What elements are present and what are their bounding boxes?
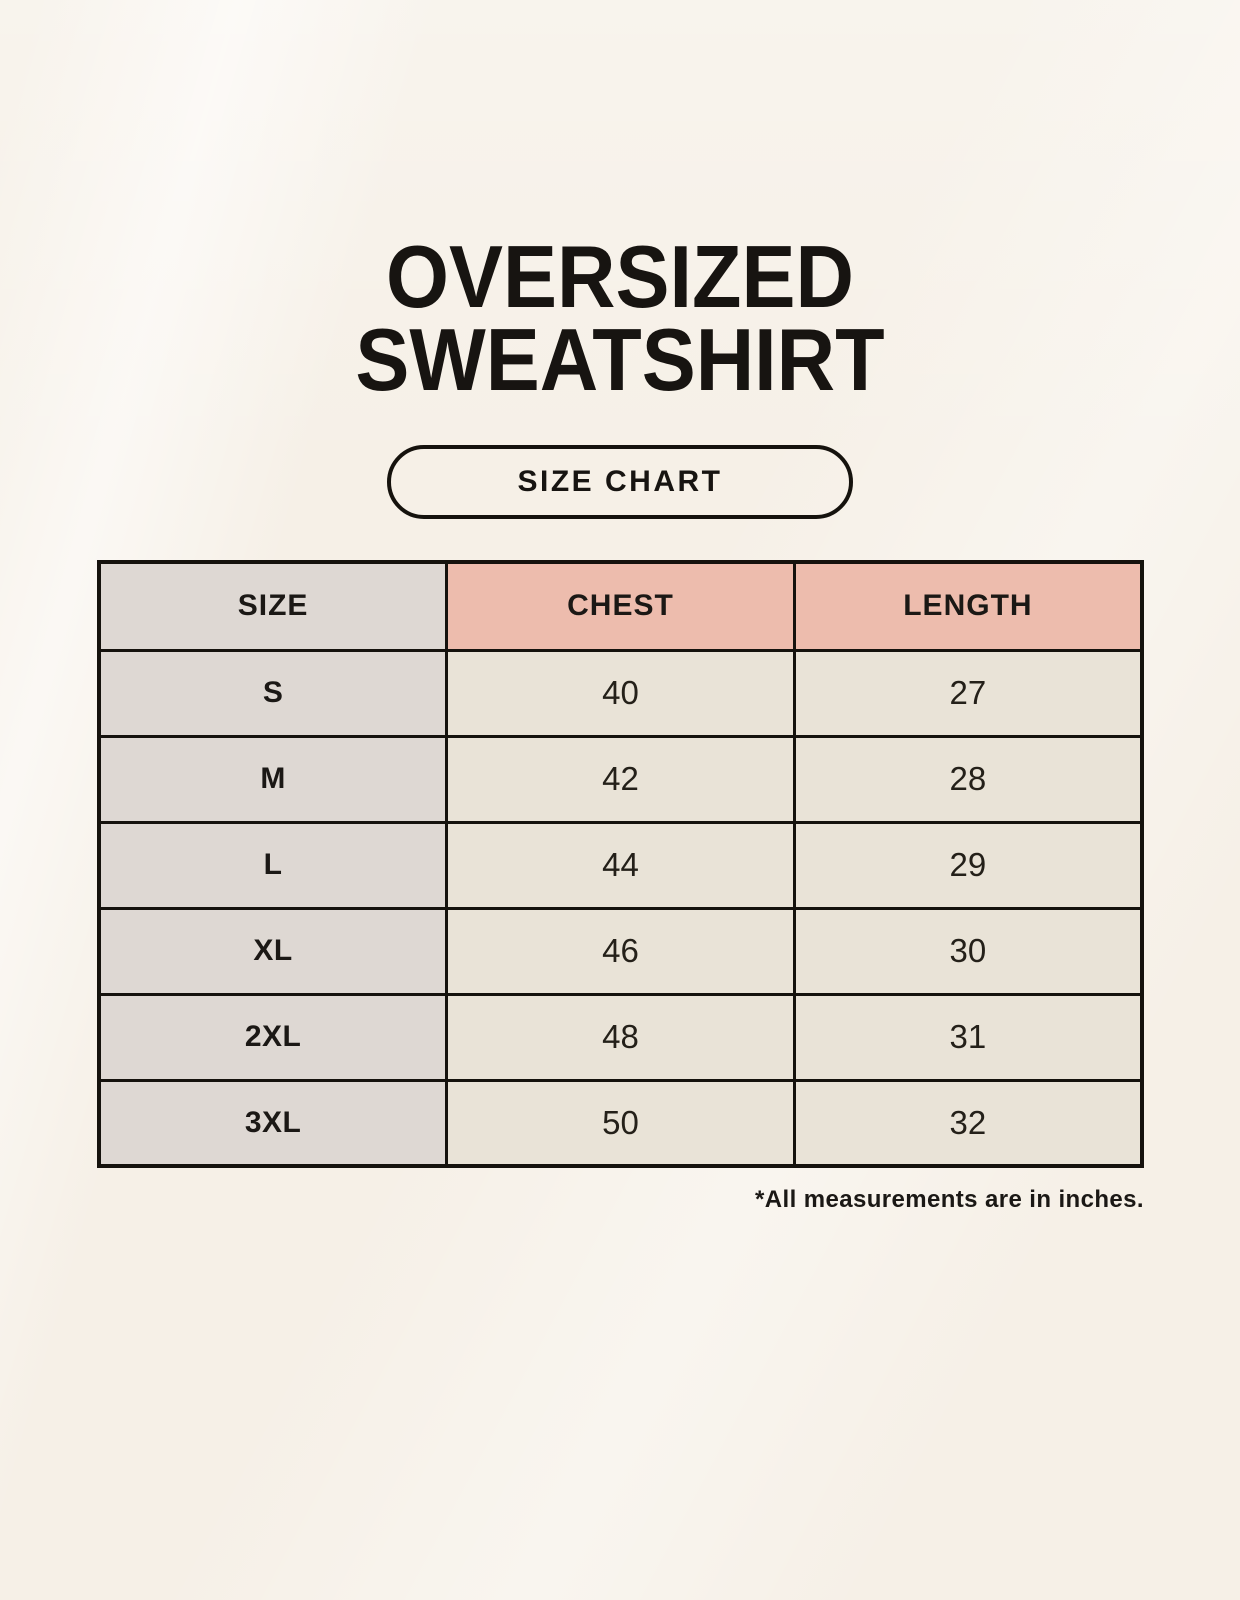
table-row: XL 46 30 (97, 906, 1144, 996)
table-row: 2XL 48 31 (97, 992, 1144, 1082)
page-title-line2: SWEATSHIRT (355, 309, 885, 409)
column-header-size: SIZE (97, 560, 449, 652)
table-row: S 40 27 (97, 648, 1144, 738)
page-title-line1: OVERSIZED (386, 227, 854, 326)
chest-cell: 42 (445, 734, 796, 824)
length-cell: 31 (792, 992, 1144, 1082)
table-header-row: SIZE CHEST LENGTH (97, 560, 1144, 652)
column-header-length: LENGTH (792, 560, 1144, 652)
size-chart-table: SIZE CHEST LENGTH S 40 27 M 42 28 L 44 2… (97, 560, 1144, 1168)
table-row: M 42 28 (97, 734, 1144, 824)
chest-cell: 46 (445, 906, 796, 996)
size-cell: XL (97, 906, 449, 996)
column-header-chest: CHEST (445, 560, 796, 652)
chest-cell: 40 (445, 648, 796, 738)
size-cell: S (97, 648, 449, 738)
chest-cell: 44 (445, 820, 796, 910)
measurements-footnote: *All measurements are in inches. (755, 1186, 1144, 1213)
chest-cell: 48 (445, 992, 796, 1082)
length-cell: 29 (792, 820, 1144, 910)
size-cell: 2XL (97, 992, 449, 1082)
size-chart-badge[interactable]: SIZE CHART (387, 445, 853, 519)
size-cell: M (97, 734, 449, 824)
size-cell: 3XL (97, 1078, 449, 1168)
length-cell: 28 (792, 734, 1144, 824)
length-cell: 30 (792, 906, 1144, 996)
chest-cell: 50 (445, 1078, 796, 1168)
table-row: 3XL 50 32 (97, 1078, 1144, 1168)
table-row: L 44 29 (97, 820, 1144, 910)
length-cell: 32 (792, 1078, 1144, 1168)
page-title: OVERSIZED SWEATSHIRT (50, 227, 1191, 409)
length-cell: 27 (792, 648, 1144, 738)
size-cell: L (97, 820, 449, 910)
